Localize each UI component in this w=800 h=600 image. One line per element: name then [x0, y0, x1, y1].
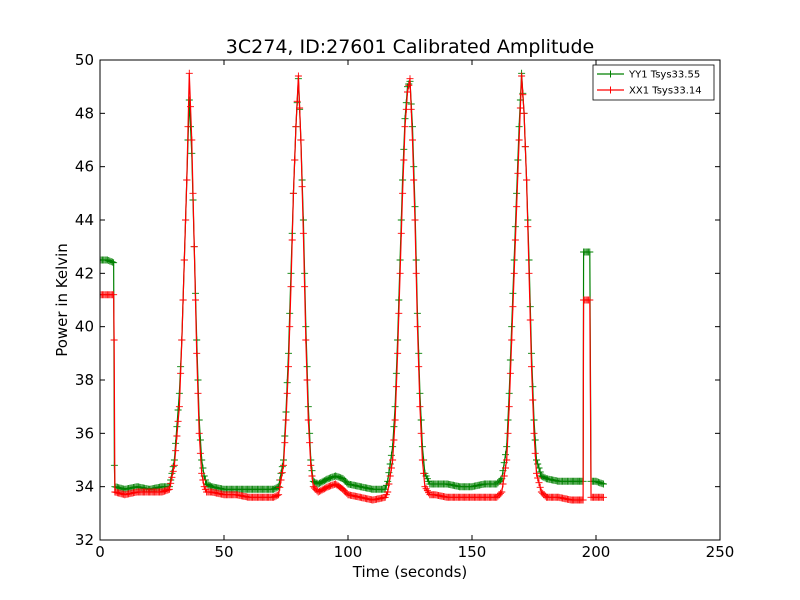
y-tick-label: 48	[75, 104, 94, 122]
legend-marker-yy1	[607, 70, 614, 78]
y-tick-label: 32	[75, 531, 94, 549]
x-tick-label: 0	[95, 543, 105, 561]
legend-box	[592, 64, 715, 101]
axes-frame	[99, 59, 721, 541]
y-tick-label: 36	[75, 424, 94, 442]
y-tick-label: 44	[75, 211, 94, 229]
x-tick-label: 200	[582, 543, 611, 561]
x-tick-label: 250	[706, 543, 735, 561]
x-tick-label: 50	[214, 543, 233, 561]
legend-label-yy1: YY1 Tsys33.55	[628, 70, 700, 81]
y-tick-label: 34	[75, 478, 94, 496]
legend-marker-xx1	[607, 86, 614, 94]
y-tick-label: 42	[75, 264, 94, 282]
y-tick-label: 38	[75, 371, 94, 389]
x-tick-label: 150	[458, 543, 487, 561]
ticks-layer: 0 50 100 150 200 250 32 34 36 38 40 42 44 46 48 50	[75, 51, 734, 561]
chart-title: 3C274, ID:27601 Calibrated Amplitude	[226, 36, 594, 58]
y-tick-label: 50	[75, 51, 94, 69]
y-tick-label: 40	[75, 318, 94, 336]
series-markers-0	[100, 69, 607, 493]
legend-label-xx1: XX1 Tsys33.14	[629, 86, 702, 97]
y-axis-label: Power in Kelvin	[53, 243, 71, 357]
x-axis-label: Time (seconds)	[352, 563, 468, 581]
y-tick-label: 46	[75, 158, 94, 176]
series-1	[100, 69, 607, 504]
series-markers-1	[100, 69, 607, 504]
legend: YY1 Tsys33.55 XX1 Tsys33.14	[592, 64, 715, 101]
x-tick-label: 100	[334, 543, 363, 561]
plot-layer	[100, 69, 607, 504]
